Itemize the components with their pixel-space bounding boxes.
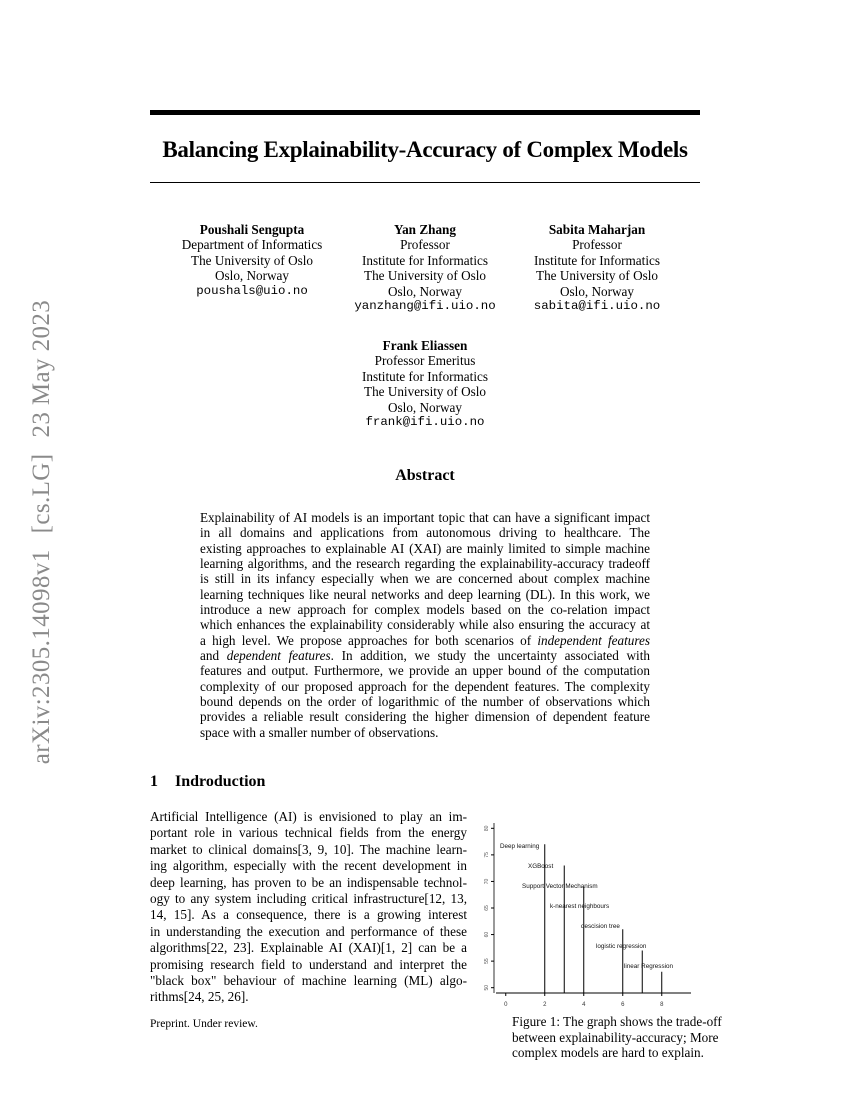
- arxiv-stamp: arXiv:2305.14098v1 [cs.LG] 23 May 2023: [28, 292, 56, 772]
- y-tick-label: 80: [484, 825, 490, 831]
- author-affiliation: Professor: [400, 237, 450, 253]
- paper-title: Balancing Explainability-Accuracy of Com…: [162, 137, 688, 162]
- author-affiliation: Institute for Informatics: [362, 252, 488, 268]
- author-email: frank@ifi.uio.no: [365, 415, 485, 430]
- author-affiliation: The University of Oslo: [364, 384, 486, 400]
- author-email: yanzhang@ifi.uio.no: [354, 299, 496, 314]
- text-line: learning algorithms, and the research re…: [200, 556, 650, 572]
- section-heading: 1 Indroduction: [150, 773, 265, 791]
- text-line: in all domains and applications from aut…: [200, 525, 650, 541]
- arxiv-date: 23 May 2023: [28, 299, 55, 438]
- text-line: features and output. Furthermore, we pro…: [200, 663, 650, 679]
- text-line: 14, 15]. As a consequence, there is a gr…: [150, 907, 467, 923]
- text-line: between explainability-accuracy; More: [512, 1029, 719, 1045]
- text-line: Artificial Intelligence (AI) is envision…: [150, 809, 467, 824]
- text-line: bound depends on the order of logarithmi…: [200, 694, 650, 710]
- text-line: algorithms[22, 23]. Explainable AI (XAI)…: [150, 940, 467, 956]
- x-tick-label: 0: [504, 1002, 508, 1008]
- author-affiliation: The University of Oslo: [191, 252, 313, 268]
- author-name: Frank Eliassen: [382, 338, 468, 353]
- point-label: logistic regression: [596, 943, 647, 950]
- text-line: a high level. We propose approaches for …: [200, 633, 650, 648]
- x-tick-label: 4: [582, 1002, 586, 1008]
- emphasis: independent features: [537, 632, 650, 648]
- text-line: provides a reliable result considering t…: [200, 709, 650, 725]
- figure-1-chart: 0 2 4 6 8 50 55 60 65 70 75 80 Deep learning XGBoost S…: [484, 823, 691, 1008]
- point-label: k-nearest neighbours: [550, 903, 609, 910]
- section-title: Indroduction: [175, 773, 266, 790]
- text-line: deep learning, has proven to be an indis…: [150, 874, 467, 890]
- figure-caption: Figure 1: The graph shows the trade-off b…: [512, 1014, 722, 1061]
- text-segment: . In addition, we study the uncertainty …: [330, 648, 650, 664]
- author-affiliation: Department of Informatics: [181, 237, 323, 253]
- author-affiliation: Oslo, Norway: [215, 268, 289, 284]
- point-label: XGBoost: [528, 863, 553, 870]
- text-line: ogy to any system including critical inf…: [150, 891, 467, 907]
- author-name: Sabita Maharjan: [548, 222, 646, 237]
- x-tick-label: 6: [621, 1002, 625, 1008]
- author-block: Sabita Maharjan Professor Institute for In…: [497, 222, 697, 314]
- text-line: market to clinical domains[3, 9, 10]. Th…: [150, 841, 467, 857]
- top-rule: [150, 110, 700, 115]
- text-line: is still in its infancy especially when …: [200, 571, 650, 587]
- y-tick-label: 65: [484, 905, 490, 911]
- text-line: existing approaches to explainable AI (X…: [200, 540, 650, 556]
- text-line: complex models are hard to explain.: [512, 1045, 704, 1061]
- point-label: descision tree: [581, 923, 620, 930]
- y-tick-label: 55: [484, 958, 490, 964]
- point-label: Deep learning: [500, 843, 540, 850]
- text-segment: a high level. We propose approaches for …: [200, 632, 538, 648]
- text-line: portant role in various technical fields…: [150, 825, 467, 841]
- point-label: Support Vector Mechanism: [522, 883, 598, 890]
- text-line: ing algorithm, especially with the recen…: [150, 858, 467, 874]
- text-line: complexity of our proposed approach for …: [200, 678, 650, 694]
- text-line: rithms[24, 25, 26].: [150, 989, 249, 1005]
- text-line: space with a smaller number of observati…: [200, 724, 439, 740]
- author-affiliation: The University of Oslo: [536, 268, 658, 284]
- author-affiliation: The University of Oslo: [364, 268, 486, 284]
- author-affiliation: Oslo, Norway: [388, 283, 462, 299]
- abstract-body: Explainability of AI models is an import…: [200, 510, 650, 740]
- author-affiliation: Oslo, Norway: [560, 283, 634, 299]
- text-line: Explainability of AI models is an import…: [200, 510, 650, 525]
- point-label: linear Regression: [624, 963, 673, 970]
- text-line: and dependent features. In addition, we …: [200, 648, 650, 663]
- author-name: Yan Zhang: [394, 222, 456, 237]
- text-line: in understanding the execution and perfo…: [150, 923, 467, 939]
- text-line: which enhances the explainability consid…: [200, 617, 650, 633]
- author-block: Yan Zhang Professor Institute for Informat…: [325, 222, 525, 314]
- text-line: "black box" behaviour of machine learnin…: [150, 973, 467, 989]
- y-tick-label: 60: [484, 932, 490, 938]
- author-email: poushals@uio.no: [196, 283, 308, 298]
- text-line: promising research field to understand a…: [150, 956, 467, 972]
- text-line: introduce a new approach for complex mod…: [200, 602, 650, 618]
- title-rule: [150, 182, 700, 183]
- author-affiliation: Institute for Informatics: [362, 368, 488, 384]
- text-line: learning techniques like neural networks…: [200, 586, 650, 602]
- arxiv-id: arXiv:2305.14098v1: [28, 549, 55, 765]
- text-line: Figure 1: The graph shows the trade-off: [512, 1014, 722, 1029]
- author-affiliation: Institute for Informatics: [534, 252, 660, 268]
- x-tick-label: 8: [660, 1002, 664, 1008]
- author-email: sabita@ifi.uio.no: [533, 299, 661, 314]
- author-name: Poushali Sengupta: [199, 222, 305, 237]
- author-block: Poushali Sengupta Department of Informati…: [152, 222, 352, 299]
- author-affiliation: Professor Emeritus: [374, 353, 476, 369]
- author-affiliation: Oslo, Norway: [388, 399, 462, 415]
- y-tick-label: 70: [484, 878, 490, 884]
- abstract-heading: Abstract: [395, 467, 455, 484]
- y-tick-label: 75: [484, 852, 490, 858]
- intro-paragraph: Artificial Intelligence (AI) is envision…: [150, 809, 467, 1006]
- emphasis: dependent features: [226, 648, 331, 664]
- section-number: 1: [150, 773, 158, 790]
- text-segment: and: [200, 648, 227, 664]
- y-tick-label: 50: [484, 985, 490, 991]
- arxiv-category: [cs.LG]: [28, 453, 55, 534]
- author-affiliation: Professor: [572, 237, 622, 253]
- footer-note: Preprint. Under review.: [150, 1018, 258, 1030]
- x-tick-label: 2: [543, 1002, 547, 1008]
- author-block: Frank Eliassen Professor Emeritus Institut…: [325, 338, 525, 430]
